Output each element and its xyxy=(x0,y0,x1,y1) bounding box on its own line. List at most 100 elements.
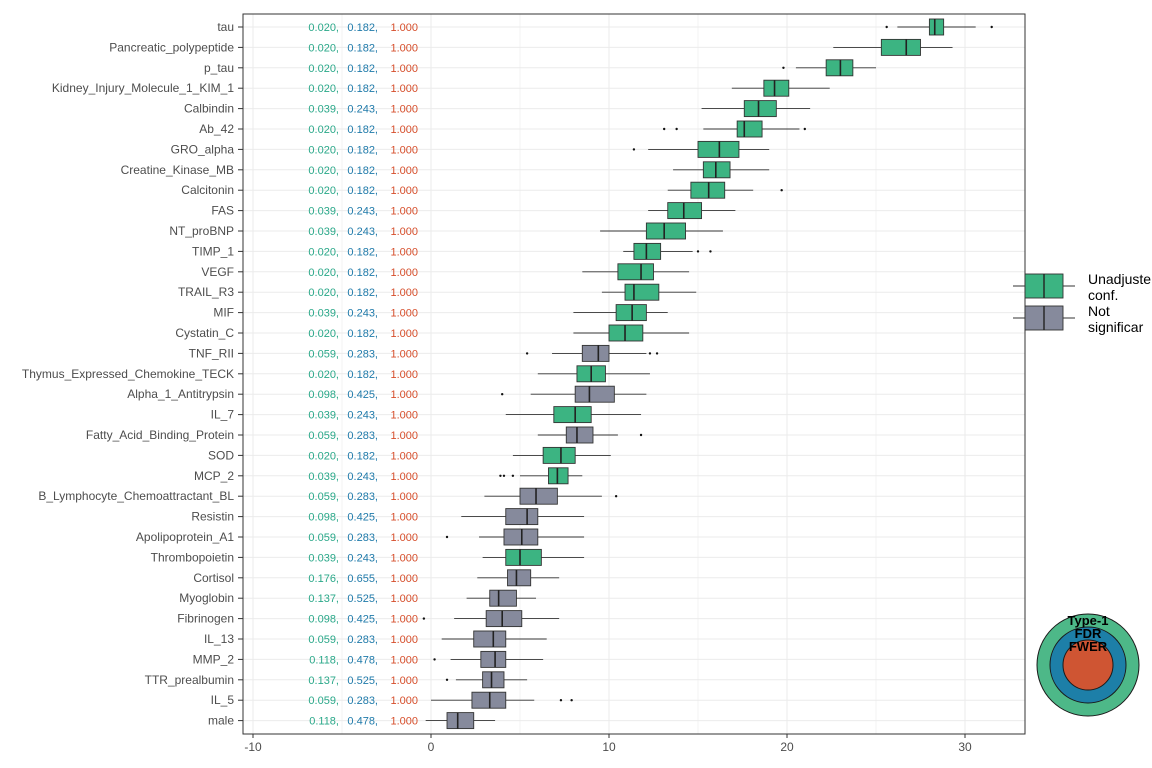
box-iqr xyxy=(507,569,532,587)
box-MMP_2 xyxy=(433,650,544,668)
box-iqr xyxy=(702,161,731,179)
y-tick-label: Cystatin_C xyxy=(175,326,234,340)
y-tick-label: Resistin xyxy=(191,510,234,524)
p-fwer-label: 1.000 xyxy=(390,430,418,442)
y-tick-label: NT_proBNP xyxy=(169,224,234,238)
box-iqr xyxy=(615,304,647,322)
p-fwer-label: 1.000 xyxy=(390,614,418,626)
y-tick-label: Apolipoprotein_A1 xyxy=(136,530,234,544)
p-fwer-label: 1.000 xyxy=(390,410,418,422)
y-tick-label: TTR_prealbumin xyxy=(145,673,234,687)
box-GRO_alpha xyxy=(632,140,770,158)
box-iqr xyxy=(880,38,921,56)
p-unadjusted-label: 0.059, xyxy=(308,634,339,646)
p-fwer-label: 1.000 xyxy=(390,695,418,707)
box-TRAIL_R3 xyxy=(601,283,697,301)
p-fdr-label: 0.243, xyxy=(347,308,378,320)
p-fwer-label: 1.000 xyxy=(390,328,418,340)
y-tick-label: Alpha_1_Antitrypsin xyxy=(127,387,234,401)
outlier-point xyxy=(511,474,515,477)
outlier-point xyxy=(445,678,449,681)
p-fdr-label: 0.243, xyxy=(347,104,378,116)
box-NT_proBNP xyxy=(600,222,723,240)
p-fwer-label: 1.000 xyxy=(390,144,418,156)
y-tick-label: p_tau xyxy=(204,61,234,75)
box-Cystatin_C xyxy=(573,324,690,342)
box-iqr xyxy=(553,406,592,424)
box-series xyxy=(422,18,993,730)
p-unadjusted-label: 0.039, xyxy=(308,410,339,422)
outlier-point xyxy=(433,658,436,661)
p-fdr-label: 0.182, xyxy=(347,124,378,136)
box-iqr xyxy=(548,467,569,485)
p-unadjusted-label: 0.020, xyxy=(308,165,339,177)
p-fdr-label: 0.182, xyxy=(347,144,378,156)
box-Myoglobin xyxy=(466,589,537,607)
box-iqr xyxy=(617,263,654,281)
p-unadjusted-label: 0.039, xyxy=(308,104,339,116)
p-unadjusted-label: 0.020, xyxy=(308,287,339,299)
outlier-point xyxy=(803,127,806,131)
box-MIF xyxy=(573,304,668,322)
box-iqr xyxy=(473,630,507,648)
box-FAS xyxy=(648,202,736,220)
box-Kidney_Injury_Molecule_1_KIM_1 xyxy=(731,79,830,97)
p-fdr-label: 0.283, xyxy=(347,695,378,707)
p-fdr-label: 0.525, xyxy=(347,675,378,687)
outlier-point xyxy=(499,474,502,477)
p-value-annotations: 0.020, 0.182, 1.000 0.020, 0.182, 1.000 0.020,… xyxy=(308,22,418,728)
box-TTR_prealbumin xyxy=(445,671,528,689)
box-Calbindin xyxy=(701,100,811,118)
box-iqr xyxy=(825,59,854,77)
box-tau xyxy=(885,18,993,36)
outlier-point xyxy=(570,699,573,702)
box-MCP_2 xyxy=(499,467,583,485)
legend-label-line2: significar xyxy=(1088,319,1144,335)
y-tick-label: male xyxy=(208,714,234,728)
box-IL_7 xyxy=(505,406,642,424)
p-unadjusted-label: 0.039, xyxy=(308,226,339,238)
box-Thymus_Expressed_Chemokine_TECK xyxy=(537,365,650,383)
p-unadjusted-label: 0.098, xyxy=(308,614,339,626)
p-fwer-label: 1.000 xyxy=(390,450,418,462)
p-fdr-label: 0.283, xyxy=(347,634,378,646)
p-fdr-label: 0.243, xyxy=(347,226,378,238)
y-tick-label: Calcitonin xyxy=(181,183,234,197)
p-fdr-label: 0.243, xyxy=(347,552,378,564)
p-fdr-label: 0.182, xyxy=(347,369,378,381)
y-tick-label: TRAIL_R3 xyxy=(178,285,234,299)
p-unadjusted-label: 0.020, xyxy=(308,369,339,381)
p-unadjusted-label: 0.039, xyxy=(308,552,339,564)
p-unadjusted-label: 0.118, xyxy=(309,654,339,666)
outlier-point xyxy=(614,495,618,498)
box-Calcitonin xyxy=(667,181,783,199)
p-unadjusted-label: 0.039, xyxy=(308,206,339,218)
box-IL_13 xyxy=(441,630,547,648)
box-iqr xyxy=(505,508,539,526)
p-unadjusted-label: 0.059, xyxy=(308,430,339,442)
p-fwer-label: 1.000 xyxy=(390,573,418,585)
box-iqr xyxy=(565,426,594,444)
box-iqr xyxy=(667,202,703,220)
y-tick-label: Pancreatic_polypeptide xyxy=(109,40,234,54)
box-Pancreatic_polypeptide xyxy=(833,38,953,56)
outlier-point xyxy=(675,127,678,131)
outlier-point xyxy=(885,25,888,29)
p-fwer-label: 1.000 xyxy=(390,369,418,381)
box-Cortisol xyxy=(477,569,560,587)
p-fdr-label: 0.182, xyxy=(347,22,378,34)
y-tick-label: Thrombopoietin xyxy=(151,550,234,564)
y-tick-label: TNF_RII xyxy=(189,346,234,360)
y-tick-label: VEGF xyxy=(201,265,234,279)
y-tick-label: MCP_2 xyxy=(194,469,234,483)
box-iqr xyxy=(581,344,610,362)
y-tick-label: Thymus_Expressed_Chemokine_TECK xyxy=(22,367,234,381)
y-tick-label: GRO_alpha xyxy=(171,142,235,156)
p-fdr-label: 0.243, xyxy=(347,206,378,218)
box-VEGF xyxy=(582,263,690,281)
y-tick-label: Creatine_Kinase_MB xyxy=(121,163,234,177)
p-fdr-label: 0.182, xyxy=(347,328,378,340)
p-fdr-label: 0.182, xyxy=(347,267,378,279)
p-fwer-label: 1.000 xyxy=(390,22,418,34)
box-iqr xyxy=(624,283,660,301)
